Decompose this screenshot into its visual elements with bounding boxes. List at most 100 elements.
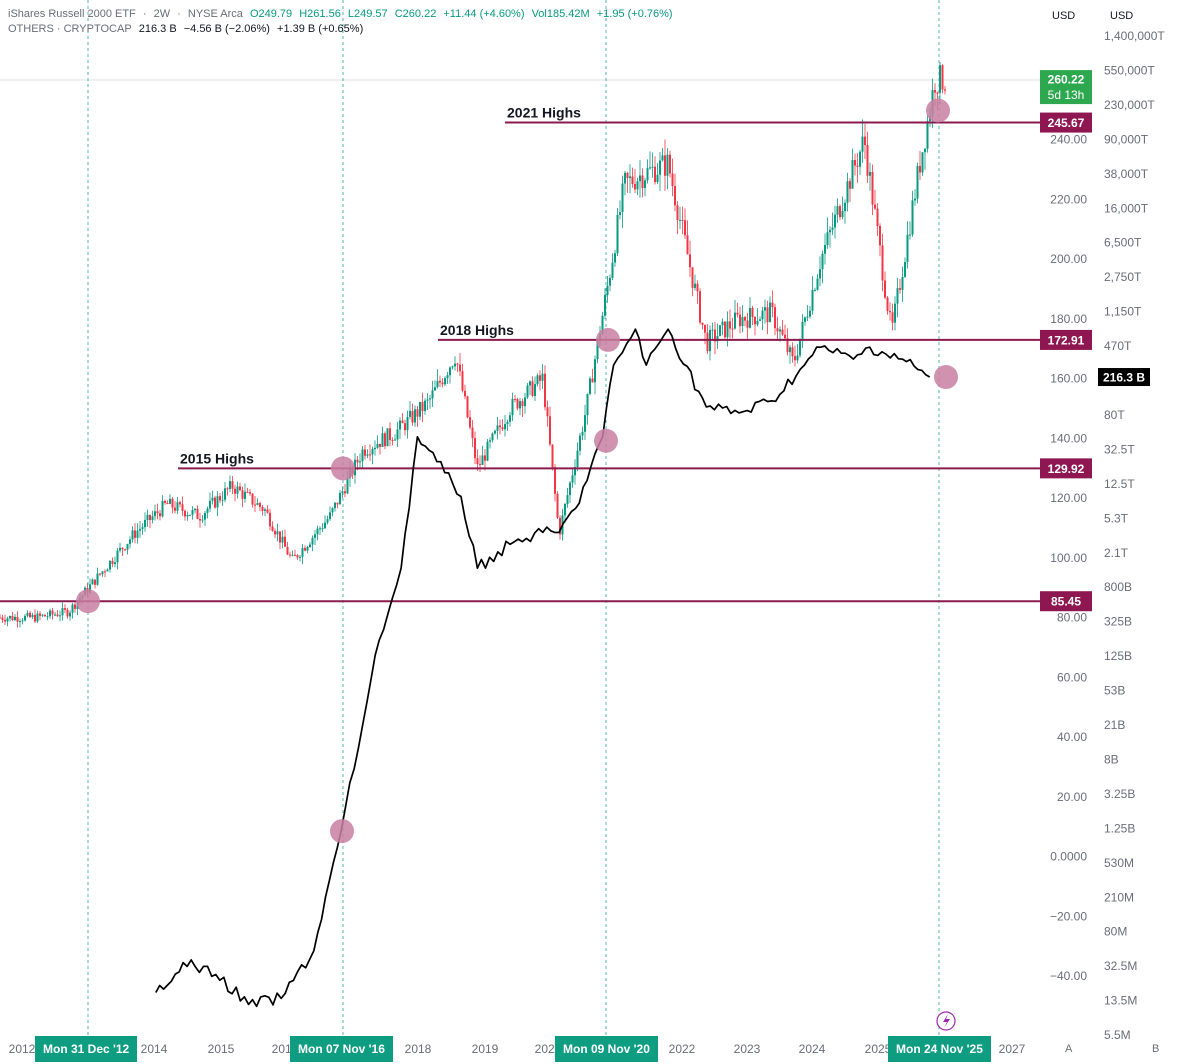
candle: [756, 308, 759, 327]
candle: [746, 312, 749, 339]
candle: [459, 353, 461, 377]
legend-overlay-name[interactable]: OTHERS · CRYPTOCAP: [8, 23, 132, 35]
candle: [574, 459, 576, 485]
left-axis-currency[interactable]: USD: [1052, 10, 1076, 22]
candle: [914, 189, 916, 206]
right-axis-tick-label: 2.1T: [1104, 546, 1129, 560]
candle: [526, 382, 529, 400]
candle: [309, 541, 311, 548]
left-axis-tick-label: 80.00: [1057, 611, 1087, 625]
candle: [639, 160, 641, 198]
candle: [691, 267, 694, 297]
current-price-countdown: 5d 13h: [1048, 88, 1085, 102]
candle: [271, 521, 274, 532]
right-axis-tick-label: 230,000T: [1104, 98, 1155, 112]
candle: [249, 488, 251, 496]
candle: [119, 542, 121, 553]
candle: [549, 406, 551, 447]
scale-b-button[interactable]: B: [1152, 1043, 1160, 1055]
candle: [104, 569, 106, 578]
date-pill-2012: Mon 31 Dec '12: [35, 1036, 138, 1062]
right-axis-tick-label: 32.5T: [1104, 442, 1135, 456]
candle: [749, 297, 751, 329]
candle: [151, 510, 154, 524]
chart-plot-area[interactable]: 2021 Highs 2018 Highs 2015 Highs: [0, 0, 1040, 1036]
auto-scale-button[interactable]: A: [1065, 1043, 1073, 1055]
candle: [654, 156, 656, 185]
candle: [201, 514, 204, 523]
right-axis-tick-label: 470T: [1104, 339, 1132, 353]
candle: [121, 547, 124, 557]
candle: [566, 487, 569, 508]
candle: [54, 611, 56, 617]
candle: [106, 568, 109, 572]
candle: [471, 420, 474, 448]
candle: [626, 171, 629, 193]
candle: [16, 611, 19, 628]
candle: [571, 468, 574, 488]
candle: [739, 306, 741, 334]
legend-symbol-name[interactable]: iShares Russell 2000 ETF: [8, 8, 136, 20]
candle: [484, 449, 486, 471]
candle: [389, 422, 391, 447]
candle: [339, 490, 341, 505]
left-axis-tick-label: 120.00: [1050, 491, 1087, 505]
candle: [266, 505, 269, 514]
candle: [281, 530, 284, 549]
candle: [864, 123, 866, 160]
candle: [904, 257, 906, 278]
legend-close: C260.22: [394, 8, 437, 20]
candle: [501, 419, 504, 431]
candle: [516, 397, 519, 411]
candle: [184, 509, 186, 521]
candle: [559, 515, 561, 540]
candle: [744, 315, 746, 327]
candle: [804, 316, 806, 326]
candle: [511, 392, 514, 422]
candle: [576, 442, 579, 472]
candle: [874, 189, 876, 211]
overlay-line-series: [155, 328, 931, 1008]
candle: [36, 610, 39, 623]
candle: [664, 139, 666, 191]
candle: [434, 380, 436, 391]
candle: [494, 429, 496, 435]
candle: [111, 557, 114, 568]
level-price-tag-label: 172.91: [1048, 333, 1085, 347]
candle: [366, 449, 369, 459]
candle: [759, 316, 761, 322]
candle: [466, 395, 469, 419]
candle: [139, 520, 141, 538]
level-price-tag: [1040, 112, 1092, 133]
candle: [169, 494, 171, 505]
candle: [886, 295, 889, 315]
level-label: 2015 Highs: [180, 450, 254, 466]
candle: [871, 164, 874, 216]
candle: [191, 506, 194, 520]
candle: [491, 432, 494, 443]
candle: [676, 201, 679, 235]
right-axis-tick-label: 80M: [1104, 925, 1127, 939]
candle: [316, 525, 319, 541]
horizontal-levels: 2021 Highs 2018 Highs 2015 Highs: [0, 105, 1040, 603]
candle: [279, 531, 281, 550]
candle: [126, 543, 129, 555]
candle: [416, 405, 419, 427]
time-axis-tick-label: 2019: [472, 1042, 499, 1056]
candle: [884, 271, 886, 300]
candle: [816, 273, 819, 291]
candle: [236, 481, 239, 499]
candle: [19, 618, 21, 628]
left-axis-tick-label: 140.00: [1050, 431, 1087, 445]
right-axis-currency[interactable]: USD: [1110, 10, 1134, 22]
overlay-value-tag: [1098, 368, 1150, 387]
candle: [674, 173, 676, 212]
candle: [364, 444, 366, 460]
legend-open: O249.79: [249, 8, 293, 20]
candle: [204, 510, 206, 526]
candle: [811, 276, 814, 315]
candle: [196, 505, 199, 520]
legend-interval: 2W: [153, 8, 171, 20]
candle: [46, 612, 49, 621]
candle: [449, 366, 451, 384]
